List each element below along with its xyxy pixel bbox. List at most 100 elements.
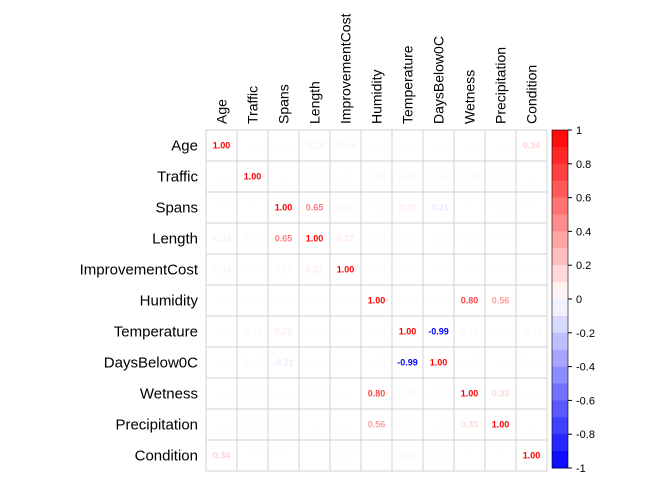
cell-value-label: 0.03	[368, 141, 386, 151]
legend-color-step	[552, 366, 568, 384]
cell-value-label: 0.08	[368, 358, 386, 368]
column-label: ImprovementCost	[338, 13, 354, 124]
heatmap-cell	[205, 439, 238, 472]
legend-tick-label: -0.2	[576, 328, 595, 340]
cell-value-label: 0.01	[461, 203, 479, 213]
heatmap-cell	[453, 408, 486, 441]
heatmap-cell	[422, 439, 455, 472]
legend-color-step	[552, 349, 568, 368]
heatmap-cell	[205, 129, 238, 162]
cell-value-label: -0.06	[490, 172, 511, 182]
cell-value-label: 0.01	[213, 420, 231, 430]
legend-color-step	[552, 146, 568, 165]
heatmap-cell	[484, 377, 517, 410]
row-label: Wetness	[140, 386, 198, 403]
heatmap-cell	[515, 439, 548, 472]
heatmap-cell	[422, 160, 455, 193]
cell-value-label: -0.03	[211, 203, 232, 213]
heatmap-cell	[236, 439, 269, 472]
cell-value-label: 1.00	[461, 389, 479, 399]
heatmap-cell	[205, 253, 238, 286]
heatmap-cell	[236, 129, 269, 162]
cell-value-label: 0.01	[399, 265, 417, 275]
cell-value-label: -0.05	[304, 389, 325, 399]
legend-color-step	[552, 383, 568, 401]
cell-value-label: 0.11	[523, 358, 540, 368]
cell-value-label: 0.34	[523, 141, 541, 151]
cell-value-label: 1.00	[337, 265, 355, 275]
heatmap-cell	[267, 160, 300, 193]
cell-value-label: 0.01	[337, 172, 355, 182]
cell-value-label: 1.00	[275, 203, 293, 213]
cell-value-label: 0.65	[306, 203, 324, 213]
row-label: Age	[171, 138, 198, 155]
heatmap-cell	[515, 346, 548, 379]
heatmap-cell	[391, 377, 424, 410]
cell-value-label: -0.99	[397, 358, 418, 368]
cell-value-label: 0.56	[368, 420, 386, 430]
legend-tick-label: -0.6	[576, 395, 595, 407]
cell-value-label: 0.02	[275, 451, 293, 461]
cell-value-label: 0.02	[213, 327, 231, 337]
cell-value-label: -0.02	[459, 265, 480, 275]
cell-value-label: 0.01	[492, 141, 510, 151]
cell-value-label: 0.01	[461, 141, 479, 151]
heatmap-cell	[515, 160, 548, 193]
cell-value-label: 0.06	[399, 420, 417, 430]
column-label: Condition	[524, 65, 540, 124]
heatmap-cell	[205, 191, 238, 224]
heatmap-cell	[329, 160, 362, 193]
row-label: ImprovementCost	[80, 262, 199, 279]
cell-value-label: -0.04	[366, 327, 387, 337]
cell-value-label: 0.65	[275, 234, 293, 244]
heatmap-cell	[515, 191, 548, 224]
cell-value-label: 0.12	[461, 327, 479, 337]
cell-value-label: 0.14	[337, 203, 355, 213]
heatmap-cell	[391, 315, 424, 348]
cell-value-label: 1.00	[523, 451, 541, 461]
cell-value-label: -0.16	[211, 234, 232, 244]
legend-color-step	[552, 163, 568, 182]
cell-value-label: 0.00	[523, 296, 541, 306]
heatmap-cell	[453, 284, 486, 317]
heatmap-cell	[360, 160, 393, 193]
heatmap-cell	[515, 129, 548, 162]
cell-value-label: 0.02	[213, 172, 231, 182]
cell-value-label: 0.00	[368, 451, 386, 461]
cell-value-label: -0.02	[335, 389, 356, 399]
heatmap-cell	[422, 346, 455, 379]
cell-value-label: -0.14	[335, 141, 356, 151]
heatmap-cell	[360, 129, 393, 162]
cell-value-label: 0.02	[523, 203, 541, 213]
cell-value-label: 0.01	[461, 451, 479, 461]
cell-value-label: -0.07	[428, 389, 449, 399]
legend-tick-label: 0	[576, 294, 582, 306]
heatmap-cell	[329, 439, 362, 472]
heatmap-cell	[329, 408, 362, 441]
cell-value-label: 0.11	[430, 451, 447, 461]
cell-value-label: 0.02	[399, 141, 417, 151]
legend-tick-label: 0.6	[576, 193, 591, 205]
legend-tick-label: -1	[576, 463, 586, 475]
cell-value-label: 0.12	[244, 358, 262, 368]
legend-tick-label: -0.4	[576, 362, 595, 374]
cell-value-label: 0.01	[523, 389, 541, 399]
heatmap-cell	[298, 284, 331, 317]
heatmap-cell	[453, 377, 486, 410]
cell-value-label: 1.00	[213, 141, 231, 151]
cell-value-label: 1.00	[244, 172, 262, 182]
legend-color-step	[552, 197, 568, 215]
legend-tick-label: 1	[576, 125, 582, 137]
cell-value-label: -0.04	[335, 451, 356, 461]
cell-value-label: 0.06	[275, 420, 293, 430]
row-label: Precipitation	[115, 417, 198, 434]
cell-value-label: 0.01	[213, 389, 231, 399]
cell-value-label: 0.06	[492, 327, 510, 337]
cell-value-label: -0.11	[242, 327, 262, 337]
cell-value-label: 0.06	[306, 327, 324, 337]
cell-value-label: 0.01	[244, 203, 262, 213]
cell-value-label: -0.04	[335, 296, 356, 306]
column-label: Wetness	[462, 70, 478, 124]
heatmap-cell	[360, 284, 393, 317]
legend-color-step	[552, 265, 568, 283]
